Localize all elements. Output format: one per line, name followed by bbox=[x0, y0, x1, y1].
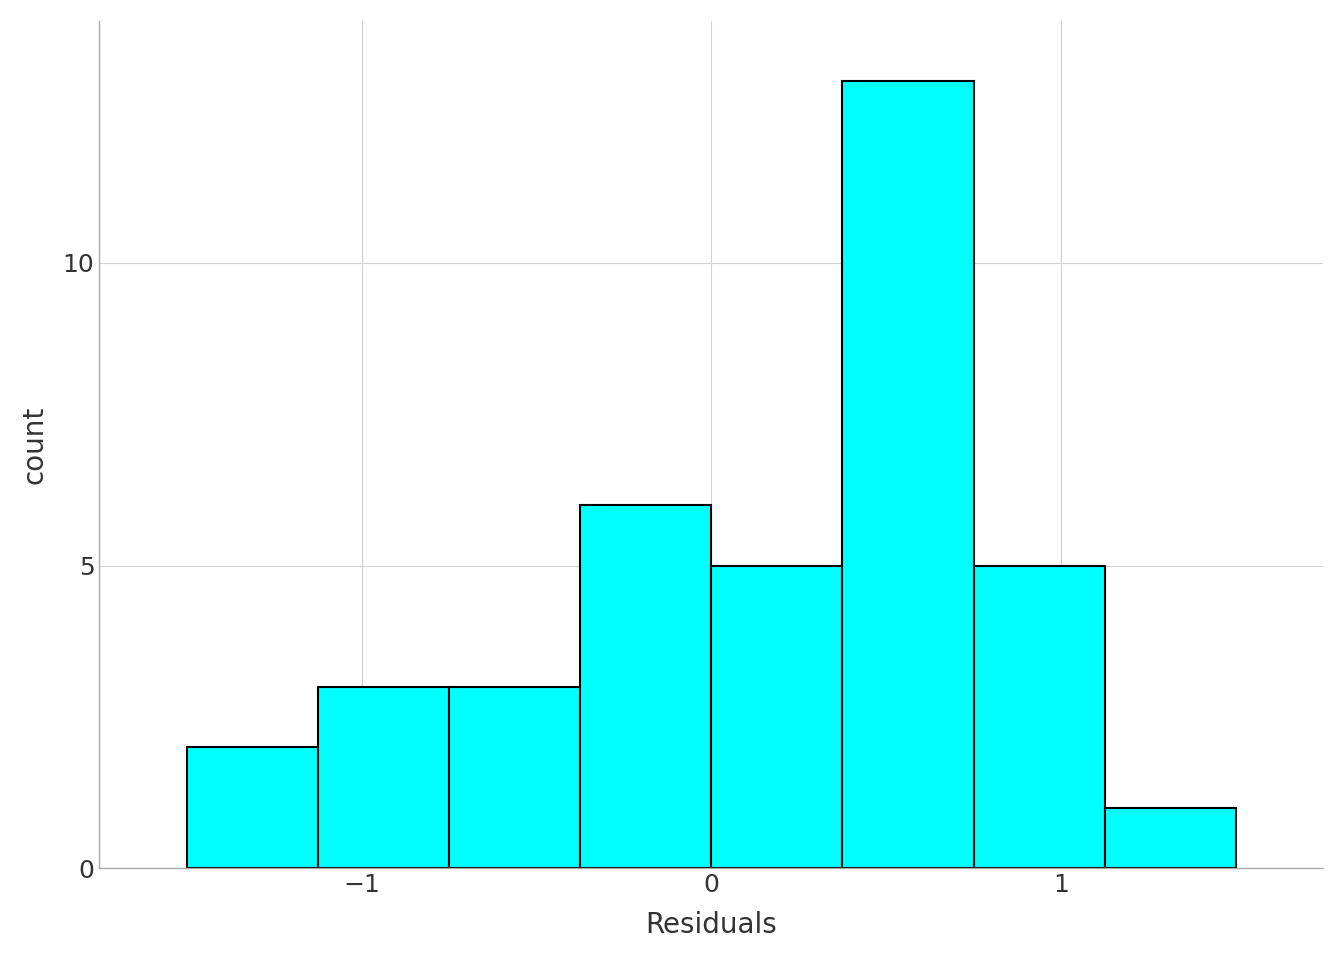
Bar bbox=[973, 565, 1105, 869]
Bar bbox=[449, 686, 581, 869]
Bar bbox=[711, 565, 843, 869]
Bar bbox=[187, 747, 319, 869]
Bar bbox=[843, 82, 973, 869]
Bar bbox=[581, 505, 711, 869]
Y-axis label: count: count bbox=[22, 405, 48, 484]
Bar bbox=[319, 686, 449, 869]
Bar bbox=[1105, 808, 1235, 869]
X-axis label: Residuals: Residuals bbox=[645, 911, 777, 939]
